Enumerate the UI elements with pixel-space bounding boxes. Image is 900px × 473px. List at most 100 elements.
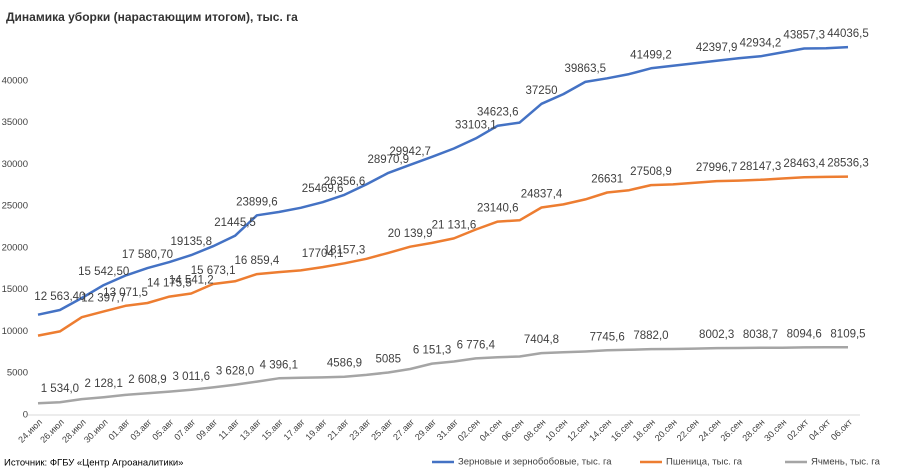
x-tick-label: 06.сен xyxy=(500,417,526,443)
value-label: 26631 xyxy=(591,174,623,186)
value-label: 1 534,0 xyxy=(41,383,79,395)
chart-title: Динамика уборки (нарастающим итогом), ты… xyxy=(6,10,298,24)
x-tick-label: 20.сен xyxy=(653,417,679,443)
y-tick-label: 15000 xyxy=(2,284,28,295)
value-label: 19135,8 xyxy=(170,236,212,248)
x-tick-label: 11.авг xyxy=(216,417,241,442)
value-label: 34623,6 xyxy=(477,107,519,119)
value-label: 28147,3 xyxy=(740,161,782,173)
x-tick-label: 19.авг xyxy=(304,417,330,443)
x-tick-label: 30.июл xyxy=(82,417,110,445)
value-label: 5085 xyxy=(375,354,401,366)
x-tick-label: 10.сен xyxy=(543,417,569,443)
value-label: 21445,5 xyxy=(214,217,256,229)
value-label: 6 776,4 xyxy=(457,339,496,351)
value-label: 14 541,2 xyxy=(169,275,214,287)
value-label: 42397,9 xyxy=(696,42,738,54)
value-label: 29942,7 xyxy=(389,146,431,158)
value-label: 8109,5 xyxy=(830,328,865,340)
value-label: 8038,7 xyxy=(743,329,778,341)
legend-label: Ячмень, тыс. га xyxy=(811,457,881,468)
value-label: 25469,6 xyxy=(302,183,344,195)
value-label: 2 128,1 xyxy=(84,378,122,390)
x-tick-label: 04.окт xyxy=(807,417,832,442)
source: Источник: ФГБУ «Центр Агроаналитики» xyxy=(4,458,183,469)
series-line xyxy=(37,175,849,337)
x-tick-label: 22.сен xyxy=(675,417,701,443)
value-label: 28463,4 xyxy=(783,158,825,170)
y-tick-label: 25000 xyxy=(2,201,28,212)
value-label: 16 859,4 xyxy=(235,255,280,267)
value-label: 37250 xyxy=(526,85,558,97)
x-tick-label: 13.авг xyxy=(238,417,264,443)
value-label: 23140,6 xyxy=(477,203,519,215)
x-tick-label: 03.авг xyxy=(128,417,154,443)
legend-label: Пшеница, тыс. га xyxy=(666,457,743,468)
x-tick-label: 17.авг xyxy=(282,417,308,443)
legend-label: Зерновые и зернобобовые, тыс. га xyxy=(458,457,612,468)
y-tick-label: 40000 xyxy=(2,75,28,86)
value-label: 24837,4 xyxy=(521,189,563,201)
value-label: 43857,3 xyxy=(783,30,825,42)
value-label: 15 673,1 xyxy=(191,265,236,277)
value-label: 42934,2 xyxy=(740,37,782,49)
value-label: 3 628,0 xyxy=(216,366,254,378)
value-label: 2 608,9 xyxy=(128,374,166,386)
x-tick-label: 02.сен xyxy=(456,417,482,443)
x-tick-label: 21.авг xyxy=(325,417,351,443)
value-label: 4 396,1 xyxy=(260,359,298,371)
value-label: 23899,6 xyxy=(236,196,278,208)
x-tick-label: 30.сен xyxy=(762,417,788,443)
y-tick-label: 10000 xyxy=(2,326,28,337)
x-tick-label: 06.окт xyxy=(829,417,854,442)
value-label: 27508,9 xyxy=(630,166,672,178)
x-tick-label: 02.окт xyxy=(785,417,810,442)
value-label: 28970,9 xyxy=(367,154,409,166)
x-tick-label: 14.сен xyxy=(587,417,613,443)
x-tick-label: 15.авг xyxy=(260,417,286,443)
x-tick-label: 24.сен xyxy=(697,417,723,443)
series-line xyxy=(37,345,849,405)
x-tick-label: 08.сен xyxy=(521,417,547,443)
x-tick-label: 25.авг xyxy=(369,417,395,443)
value-label: 7404,8 xyxy=(524,334,559,346)
value-label: 41499,2 xyxy=(630,49,672,61)
value-label: 27996,7 xyxy=(696,162,738,174)
x-tick-label: 01.авг xyxy=(106,417,132,443)
y-tick-label: 5000 xyxy=(7,368,28,379)
value-label: 20 139,9 xyxy=(388,228,433,240)
x-tick-label: 05.авг xyxy=(150,417,176,443)
value-label: 28536,3 xyxy=(827,158,869,170)
x-tick-label: 18.сен xyxy=(631,417,657,443)
value-label: 39863,5 xyxy=(565,63,607,75)
value-label: 21 131,6 xyxy=(432,219,477,231)
x-tick-label: 16.сен xyxy=(609,417,635,443)
x-tick-label: 23.авг xyxy=(347,417,373,443)
x-tick-label: 27.авг xyxy=(391,417,417,443)
value-label: 8094,6 xyxy=(787,328,822,340)
value-label: 18157,3 xyxy=(324,244,366,256)
x-tick-label: 29.авг xyxy=(413,417,439,443)
x-tick-label: 12.сен xyxy=(565,417,591,443)
y-tick-label: 0 xyxy=(23,410,28,421)
series-line xyxy=(37,45,849,316)
value-label: 33103,1 xyxy=(455,119,497,131)
x-tick-label: 28.сен xyxy=(740,417,766,443)
value-label: 4586,9 xyxy=(327,358,362,370)
value-label: 14 175,5 xyxy=(147,278,192,290)
value-label: 3 011,6 xyxy=(172,371,210,383)
value-label: 26356,6 xyxy=(324,176,366,188)
value-label: 13 071,5 xyxy=(103,287,148,299)
value-label: 17 580,70 xyxy=(122,249,173,261)
value-label: 8002,3 xyxy=(699,329,734,341)
value-label: 44036,5 xyxy=(827,28,869,40)
value-label: 6 151,3 xyxy=(413,345,451,357)
y-tick-label: 20000 xyxy=(2,242,28,253)
x-tick-label: 07.авг xyxy=(172,417,198,443)
value-label: 7745,6 xyxy=(590,331,625,343)
x-tick-label: 04.сен xyxy=(478,417,504,443)
x-tick-label: 09.авг xyxy=(194,417,220,443)
value-label: 12 397,7 xyxy=(81,292,126,304)
y-tick-label: 30000 xyxy=(2,159,28,170)
